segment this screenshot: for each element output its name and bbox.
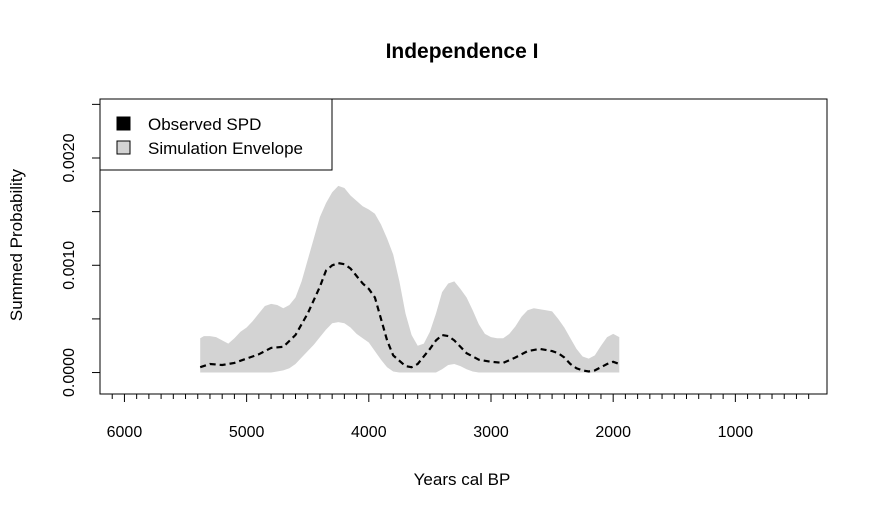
x-tick-label: 5000 — [229, 424, 265, 441]
y-tick-label: 0.0000 — [61, 348, 78, 397]
legend-swatch — [116, 116, 131, 131]
y-tick-label: 0.0010 — [61, 241, 78, 290]
observed-spd-line — [199, 261, 620, 373]
x-tick-label: 6000 — [107, 424, 143, 441]
x-axis: 6000 5000 4000 3000 2000 1000 — [107, 394, 810, 441]
legend-entry-label: Observed SPD — [148, 115, 261, 134]
y-axis: 0.0000 0.0010 0.0020 — [61, 103, 100, 397]
chart-title: Independence I — [386, 40, 539, 63]
observed-spd-layer — [199, 261, 620, 373]
simulation-envelope-band — [200, 185, 620, 373]
y-axis-label: Summed Probability — [7, 168, 26, 321]
legend-entry-label: Simulation Envelope — [148, 139, 303, 158]
legend-box — [99, 98, 333, 171]
legend-swatch — [116, 140, 131, 155]
simulation-envelope-layer — [200, 185, 620, 373]
x-tick-label: 1000 — [718, 424, 754, 441]
x-tick-label: 3000 — [473, 424, 509, 441]
y-tick-label: 0.0020 — [61, 133, 78, 182]
plot-frame — [99, 98, 828, 395]
x-tick-label: 4000 — [351, 424, 387, 441]
legend: Observed SPD Simulation Envelope — [99, 98, 333, 171]
x-tick-label: 2000 — [595, 424, 631, 441]
x-axis-label: Years cal BP — [414, 470, 511, 489]
